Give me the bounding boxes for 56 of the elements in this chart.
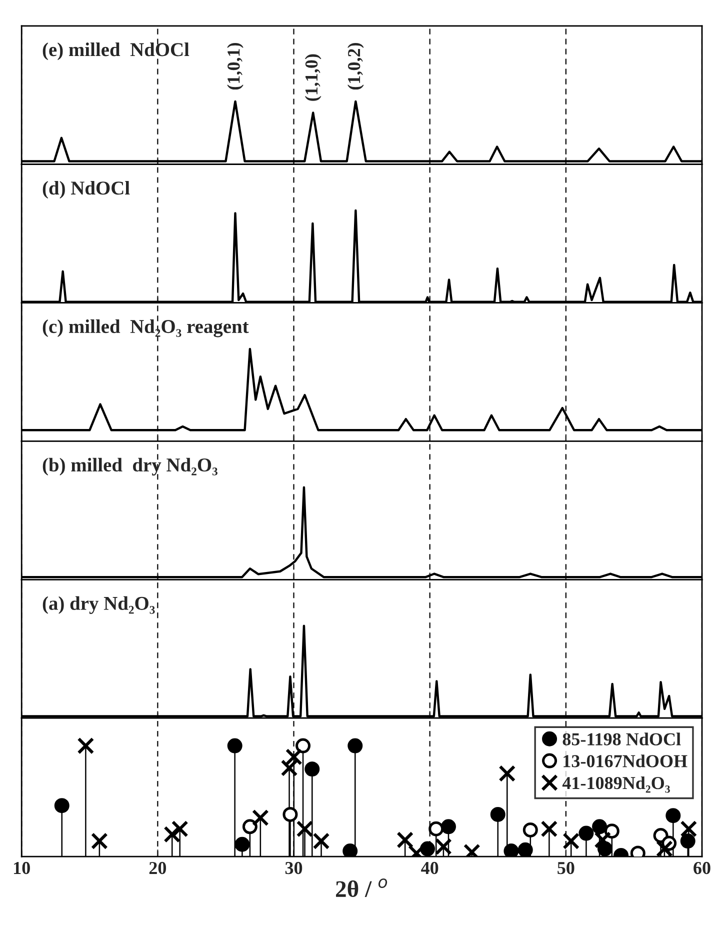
chart-title: (a) dry Nd₂O₃ bbox=[42, 596, 155, 614]
legend-label: 41-1089Nd₂O₃ bbox=[562, 776, 670, 793]
point bbox=[680, 834, 696, 849]
point bbox=[518, 842, 533, 857]
point bbox=[440, 819, 456, 834]
point bbox=[396, 831, 414, 848]
annotation: (1,0,2) bbox=[347, 42, 364, 90]
point bbox=[562, 832, 580, 850]
legend-label: 85-1198 NdOCl bbox=[562, 732, 681, 746]
point bbox=[604, 824, 620, 839]
point bbox=[656, 840, 673, 857]
x-axis-title: 2θ / $^{o}$ bbox=[336, 878, 388, 898]
point bbox=[227, 738, 242, 754]
point bbox=[234, 836, 250, 852]
point bbox=[252, 809, 269, 826]
point bbox=[434, 838, 452, 856]
point bbox=[280, 759, 298, 776]
annotation: (1,0,1) bbox=[227, 42, 244, 90]
point bbox=[578, 826, 594, 841]
point bbox=[348, 738, 363, 754]
chart-title: (b) milled dry Nd₂O₃ bbox=[42, 458, 218, 476]
point bbox=[242, 819, 258, 834]
point bbox=[164, 826, 181, 843]
annotation: (1,1,0) bbox=[304, 54, 322, 101]
point bbox=[666, 808, 681, 824]
point bbox=[304, 762, 320, 777]
point bbox=[171, 820, 188, 838]
point bbox=[90, 832, 108, 850]
point bbox=[54, 798, 70, 814]
point bbox=[342, 844, 358, 857]
chart-title: (d) NdOCl bbox=[42, 180, 130, 199]
point bbox=[428, 821, 444, 836]
x-tick-label: 30 bbox=[285, 862, 302, 874]
point bbox=[680, 820, 698, 838]
point bbox=[490, 806, 506, 822]
x-tick-label: 60 bbox=[694, 862, 710, 874]
point bbox=[296, 820, 314, 838]
point bbox=[540, 820, 558, 838]
point bbox=[522, 822, 538, 838]
x-tick-label: 10 bbox=[14, 862, 30, 874]
point bbox=[420, 841, 436, 856]
chart-title: (c) milled Nd₂O₃ reagent bbox=[42, 319, 249, 338]
point bbox=[498, 765, 516, 782]
point bbox=[594, 831, 612, 848]
legend-label: 13-0167NdOOH bbox=[564, 754, 688, 768]
point bbox=[592, 819, 608, 834]
x-tick-label: 40 bbox=[421, 862, 438, 874]
point bbox=[77, 737, 94, 754]
chart-title: (e) milled NdOCl bbox=[42, 42, 190, 60]
point bbox=[285, 748, 302, 766]
point bbox=[312, 832, 330, 850]
x-tick-label: 50 bbox=[558, 862, 574, 874]
x-tick-label: 20 bbox=[149, 862, 166, 874]
point bbox=[504, 844, 519, 857]
point bbox=[282, 806, 298, 822]
point bbox=[296, 738, 311, 754]
